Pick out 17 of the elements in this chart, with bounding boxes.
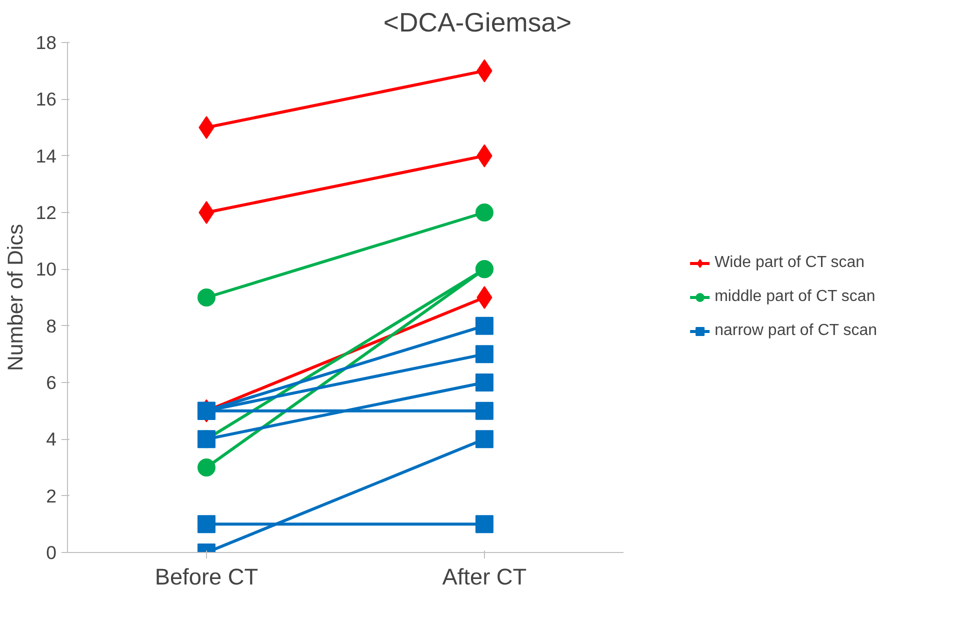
y-tick-label: 14 [36, 145, 57, 166]
x-tick-label: Before CT [154, 564, 258, 590]
y-tick-label: 8 [46, 315, 57, 336]
y-tick-label: 10 [36, 258, 57, 280]
x-tick-label: After CT [442, 564, 527, 590]
y-tick-label: 0 [46, 542, 57, 563]
legend-label: Wide part of CT scan [714, 254, 865, 272]
y-tick-label: 4 [46, 428, 57, 450]
y-tick-label: 18 [36, 32, 57, 53]
legend-label: narrow part of CT scan [714, 322, 877, 340]
y-axis-title: Number of Dics [4, 224, 28, 371]
legend-label: middle part of CT scan [714, 288, 876, 306]
y-tick-label: 12 [36, 202, 57, 223]
y-tick-label: 6 [46, 372, 57, 393]
y-tick-label: 16 [36, 88, 57, 110]
y-tick-label: 2 [46, 485, 57, 506]
chart-title: <DCA-Giemsa> [383, 8, 572, 38]
